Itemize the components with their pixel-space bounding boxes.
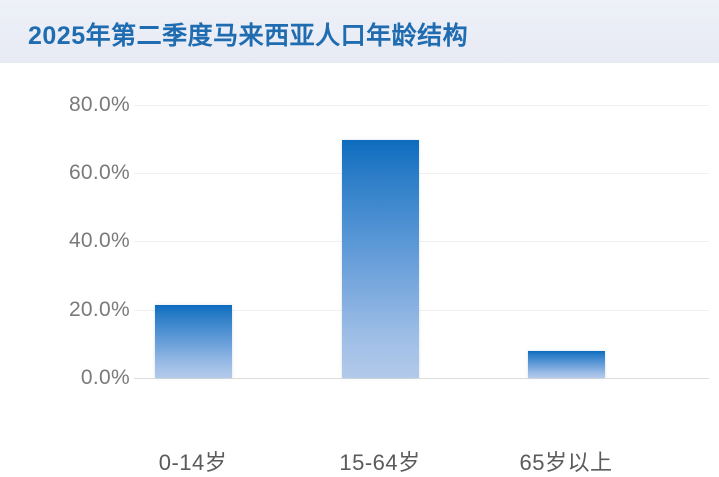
bar-0-14[interactable] [155,305,232,378]
y-axis-tick-40: 40.0% [68,229,130,252]
gridline-40 [134,241,709,242]
chart-plot-area: 80.0% 60.0% 40.0% 20.0% 0.0% 0-14岁 15-64… [0,63,719,475]
y-axis-tick-0: 0.0% [80,366,130,389]
x-axis-label-0-14: 0-14岁 [158,450,228,475]
y-axis-tick-60: 60.0% [68,161,130,184]
chart-header-band: 2025年第二季度马来西亚人口年龄结构 [0,0,719,63]
x-axis-baseline [134,378,709,379]
y-axis-tick-80: 80.0% [68,93,130,116]
x-axis-label-65-plus: 65岁以上 [519,450,613,475]
y-axis-tick-20: 20.0% [68,298,130,321]
gridline-60 [134,173,709,174]
y-axis: 80.0% 60.0% 40.0% 20.0% 0.0% [14,63,130,431]
gridline-20 [134,310,709,311]
bar-series [0,63,719,431]
gridline-80 [134,105,709,106]
x-axis-label-15-64: 15-64岁 [339,450,421,475]
page-title: 2025年第二季度马来西亚人口年龄结构 [28,22,469,50]
bar-65-plus[interactable] [528,351,605,378]
bar-15-64[interactable] [342,140,419,378]
